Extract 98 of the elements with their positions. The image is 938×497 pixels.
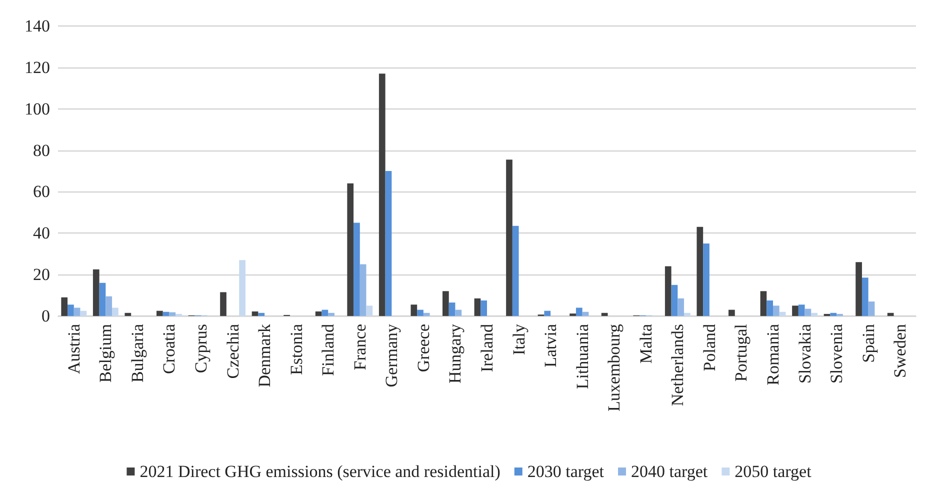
bar (506, 160, 512, 316)
x-tick-label: Denmark (255, 324, 274, 388)
bar (156, 310, 163, 316)
x-tick-label: Croatia (160, 324, 179, 374)
x-tick-label: Malta (636, 324, 656, 364)
legend-label: 2050 target (734, 462, 812, 481)
bar (61, 297, 68, 316)
bar (576, 308, 582, 316)
bar (773, 306, 780, 316)
bar (480, 300, 487, 316)
bar (99, 282, 106, 316)
legend-label: 2040 target (631, 462, 708, 481)
bar (378, 74, 386, 316)
x-tick-label: Slovenia (827, 324, 846, 384)
bar (442, 291, 449, 316)
bar (347, 183, 354, 316)
bar (474, 298, 481, 316)
y-tick-label: 20 (33, 265, 50, 284)
x-tick-label: Poland (700, 324, 719, 372)
legend-label: 2030 target (527, 462, 604, 481)
bar (678, 298, 684, 316)
x-tick-label: Sweden (890, 324, 910, 378)
bar (671, 284, 678, 316)
bar (74, 308, 80, 316)
bar (856, 262, 862, 316)
bar (455, 310, 462, 316)
bar (868, 302, 875, 316)
y-tick-label: 120 (24, 58, 50, 77)
y-tick-label: 60 (33, 182, 50, 202)
x-tick-label: Estonia (286, 324, 306, 375)
x-tick-label: Czechia (223, 324, 242, 379)
y-tick-label: 140 (24, 16, 50, 36)
bar (811, 312, 818, 316)
x-tick-label: France (350, 324, 370, 370)
x-tick-label: Romania (764, 324, 782, 386)
x-tick-label: Cyprus (192, 324, 210, 374)
x-tick-label: Ireland (478, 324, 496, 372)
y-tick-label: 40 (33, 224, 50, 243)
bar (360, 264, 366, 316)
bar (779, 312, 786, 316)
bar (322, 310, 328, 316)
bar (862, 278, 868, 316)
bar (760, 291, 767, 316)
bar (366, 306, 373, 316)
bar (544, 310, 551, 316)
bar (220, 292, 226, 316)
bar (417, 310, 424, 316)
bar (582, 312, 589, 316)
y-tick-label: 80 (33, 140, 50, 160)
bar (169, 312, 176, 316)
x-tick-label: Hungary (446, 324, 465, 384)
bar (684, 312, 690, 316)
bar (423, 312, 430, 316)
bar (252, 311, 258, 316)
y-tick-label: 0 (42, 306, 50, 326)
bar (792, 306, 798, 316)
bar (68, 304, 74, 316)
bar (112, 308, 118, 316)
bar (162, 312, 170, 316)
x-tick-label: Finland (318, 324, 338, 376)
x-tick-label: Latvia (541, 324, 560, 368)
bar (80, 310, 87, 316)
x-tick-label: Austria (64, 324, 84, 374)
x-tick-label: Slovakia (795, 324, 814, 384)
bar (798, 304, 805, 316)
x-tick-label: Portugal (732, 324, 751, 382)
bar (601, 312, 608, 316)
bar (124, 312, 132, 316)
bar (728, 310, 735, 316)
bar (92, 269, 100, 316)
bar (354, 222, 360, 316)
bar (830, 312, 837, 316)
x-tick-label: Bulgaria (128, 324, 147, 383)
x-tick-label: Spain (858, 324, 878, 363)
bar (106, 296, 112, 316)
bar (664, 266, 672, 316)
bar (328, 312, 334, 316)
bar (703, 244, 710, 316)
bar (696, 226, 704, 316)
bar (512, 226, 519, 316)
bar (239, 260, 246, 316)
x-tick-label: Lithuania (572, 324, 592, 390)
x-tick-label: Netherlands (668, 324, 688, 406)
bar (315, 311, 322, 316)
bar (887, 312, 894, 316)
bar (766, 300, 773, 316)
bar (385, 171, 392, 316)
x-tick-label: Italy (509, 324, 528, 356)
y-tick-label: 100 (24, 99, 50, 118)
x-tick-label: Luxembourg (604, 324, 624, 412)
bar (804, 308, 812, 316)
x-tick-label: Greece (414, 324, 433, 372)
x-tick-label: Germany (382, 324, 402, 388)
legend-label: 2021 Direct GHG emissions (service and residential) (140, 462, 500, 481)
bar (410, 304, 418, 316)
bar (258, 312, 265, 316)
x-tick-label: Belgium (96, 324, 116, 383)
bar (448, 302, 456, 316)
